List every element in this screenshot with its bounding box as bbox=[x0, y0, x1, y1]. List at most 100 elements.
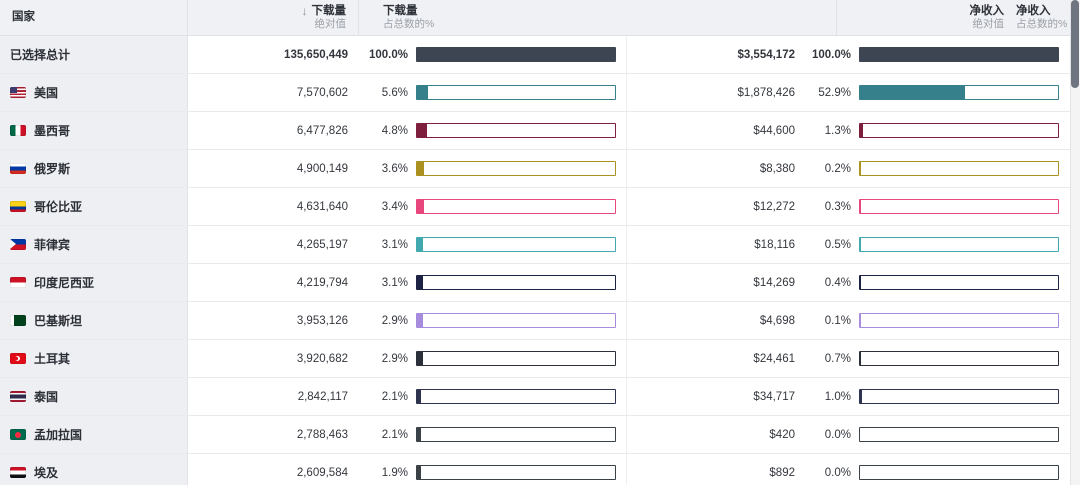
downloads-percent-value: 2.9% bbox=[381, 352, 408, 365]
country-cell[interactable]: 俄罗斯 bbox=[0, 150, 188, 187]
table-row[interactable]: 土耳其 3,920,682 2.9% $24,461 0.7% bbox=[0, 340, 1080, 378]
downloads-percent-bar-fill bbox=[417, 352, 423, 365]
column-header-downloads-pct-title: 下载量 bbox=[383, 5, 418, 18]
table-header: 国家 ↓ 下载量 绝对值 下载量 占总数的% 净收入 绝对值 净收入 占总数的% bbox=[0, 0, 1080, 36]
country-flag-icon-us bbox=[10, 87, 26, 98]
revenue-absolute-value: $1,878,426 bbox=[737, 86, 795, 99]
table-row[interactable]: 菲律宾 4,265,197 3.1% $18,116 0.5% bbox=[0, 226, 1080, 264]
revenue-group: $14,269 0.4% bbox=[626, 264, 1080, 301]
revenue-percent-value: 0.4% bbox=[824, 276, 851, 289]
revenue-absolute-value: $4,698 bbox=[759, 314, 795, 327]
downloads-percent-bar-fill bbox=[417, 390, 422, 403]
country-cell[interactable]: 土耳其 bbox=[0, 340, 188, 377]
column-header-country-label: 国家 bbox=[12, 11, 35, 24]
country-name: 菲律宾 bbox=[34, 238, 71, 252]
downloads-absolute-value: 135,650,449 bbox=[284, 48, 348, 61]
column-header-country[interactable]: 国家 bbox=[0, 0, 188, 35]
column-header-revenue-pct[interactable]: 净收入 占总数的% bbox=[1004, 0, 1080, 35]
country-cell[interactable]: 哥伦比亚 bbox=[0, 188, 188, 225]
revenue-absolute-value: $14,269 bbox=[753, 276, 795, 289]
downloads-absolute-value: 4,265,197 bbox=[296, 238, 348, 251]
revenue-group: $892 0.0% bbox=[626, 454, 1080, 485]
downloads-percent-bar bbox=[416, 161, 616, 176]
downloads-absolute-value: 3,953,126 bbox=[296, 314, 348, 327]
country-cell[interactable]: 菲律宾 bbox=[0, 226, 188, 263]
country-flag-icon-eg bbox=[10, 467, 26, 478]
downloads-percent-value: 1.9% bbox=[381, 466, 408, 479]
table-row[interactable]: 哥伦比亚 4,631,640 3.4% $12,272 0.3% bbox=[0, 188, 1080, 226]
downloads-absolute-value: 7,570,602 bbox=[296, 86, 348, 99]
country-flag-icon-mx bbox=[10, 125, 26, 136]
revenue-percent-value: 0.1% bbox=[824, 314, 851, 327]
downloads-percent-bar bbox=[416, 237, 616, 252]
country-name: 泰国 bbox=[34, 390, 59, 404]
table-row[interactable]: 泰国 2,842,117 2.1% $34,717 1.0% bbox=[0, 378, 1080, 416]
revenue-absolute-value: $18,116 bbox=[754, 238, 795, 251]
country-name: 土耳其 bbox=[34, 352, 71, 366]
table-row[interactable]: 墨西哥 6,477,826 4.8% $44,600 1.3% bbox=[0, 112, 1080, 150]
country-cell[interactable]: 墨西哥 bbox=[0, 112, 188, 149]
country-cell[interactable]: 已选择总计 bbox=[0, 36, 188, 73]
country-cell[interactable]: 泰国 bbox=[0, 378, 188, 415]
revenue-percent-value: 100.0% bbox=[811, 48, 851, 61]
revenue-percent-bar bbox=[859, 237, 1059, 252]
table-row[interactable]: 美国 7,570,602 5.6% $1,878,426 52.9% bbox=[0, 74, 1080, 112]
downloads-percent-bar-fill bbox=[417, 48, 615, 61]
country-flag-icon-bd bbox=[10, 429, 26, 440]
revenue-group: $4,698 0.1% bbox=[626, 302, 1080, 339]
revenue-absolute-value: $3,554,172 bbox=[737, 48, 795, 61]
country-flag-icon-ru bbox=[10, 163, 26, 174]
country-cell[interactable]: 美国 bbox=[0, 74, 188, 111]
downloads-percent-value: 2.1% bbox=[381, 428, 408, 441]
downloads-percent-bar bbox=[416, 275, 616, 290]
downloads-absolute-value: 3,920,682 bbox=[296, 352, 348, 365]
sort-descending-icon[interactable]: ↓ bbox=[301, 4, 308, 19]
revenue-group: $1,878,426 52.9% bbox=[626, 74, 1080, 111]
revenue-percent-value: 0.2% bbox=[824, 162, 851, 175]
revenue-percent-bar bbox=[859, 465, 1059, 480]
revenue-group: $44,600 1.3% bbox=[626, 112, 1080, 149]
revenue-percent-bar-fill bbox=[860, 352, 862, 365]
revenue-absolute-value: $24,461 bbox=[753, 352, 795, 365]
revenue-percent-bar bbox=[859, 47, 1059, 62]
downloads-percent-value: 2.9% bbox=[381, 314, 408, 327]
country-cell[interactable]: 孟加拉国 bbox=[0, 416, 188, 453]
table-row[interactable]: 俄罗斯 4,900,149 3.6% $8,380 0.2% bbox=[0, 150, 1080, 188]
country-name: 已选择总计 bbox=[10, 48, 71, 62]
revenue-group: $18,116 0.5% bbox=[626, 226, 1080, 263]
downloads-percent-bar-fill bbox=[417, 200, 424, 213]
column-header-downloads-abs-sub: 绝对值 bbox=[314, 18, 347, 31]
downloads-absolute-value: 4,900,149 bbox=[296, 162, 348, 175]
table-row[interactable]: 埃及 2,609,584 1.9% $892 0.0% bbox=[0, 454, 1080, 485]
revenue-percent-bar bbox=[859, 427, 1059, 442]
country-name: 孟加拉国 bbox=[34, 428, 83, 442]
country-flag-icon-ph bbox=[10, 239, 26, 250]
vertical-scrollbar[interactable] bbox=[1070, 0, 1080, 485]
revenue-percent-bar bbox=[859, 123, 1059, 138]
downloads-percent-value: 2.1% bbox=[381, 390, 408, 403]
country-name: 美国 bbox=[34, 86, 59, 100]
table-row[interactable]: 孟加拉国 2,788,463 2.1% $420 0.0% bbox=[0, 416, 1080, 454]
downloads-absolute-value: 2,788,463 bbox=[296, 428, 348, 441]
table-row[interactable]: 已选择总计 135,650,449 100.0% $3,554,172 100.… bbox=[0, 36, 1080, 74]
country-name: 墨西哥 bbox=[34, 124, 71, 138]
column-header-downloads-abs[interactable]: ↓ 下载量 绝对值 bbox=[188, 0, 348, 35]
downloads-percent-value: 3.1% bbox=[381, 238, 408, 251]
downloads-percent-bar-fill bbox=[417, 86, 429, 99]
downloads-percent-bar bbox=[416, 465, 616, 480]
column-header-downloads-abs-title: 下载量 bbox=[311, 5, 347, 18]
column-header-revenue-abs[interactable]: 净收入 绝对值 bbox=[836, 0, 1004, 35]
country-flag-icon-id bbox=[10, 277, 26, 288]
table-row[interactable]: 巴基斯坦 3,953,126 2.9% $4,698 0.1% bbox=[0, 302, 1080, 340]
revenue-percent-value: 52.9% bbox=[818, 86, 851, 99]
column-header-revenue-abs-title: 净收入 bbox=[969, 5, 1005, 18]
revenue-absolute-value: $892 bbox=[769, 466, 795, 479]
column-header-downloads-pct[interactable]: 下载量 占总数的% bbox=[358, 0, 836, 35]
country-cell[interactable]: 印度尼西亚 bbox=[0, 264, 188, 301]
column-header-downloads-pct-sub: 占总数的% bbox=[383, 18, 435, 31]
downloads-percent-bar bbox=[416, 313, 616, 328]
table-row[interactable]: 印度尼西亚 4,219,794 3.1% $14,269 0.4% bbox=[0, 264, 1080, 302]
country-cell[interactable]: 巴基斯坦 bbox=[0, 302, 188, 339]
scrollbar-thumb[interactable] bbox=[1071, 0, 1079, 88]
country-cell[interactable]: 埃及 bbox=[0, 454, 188, 485]
